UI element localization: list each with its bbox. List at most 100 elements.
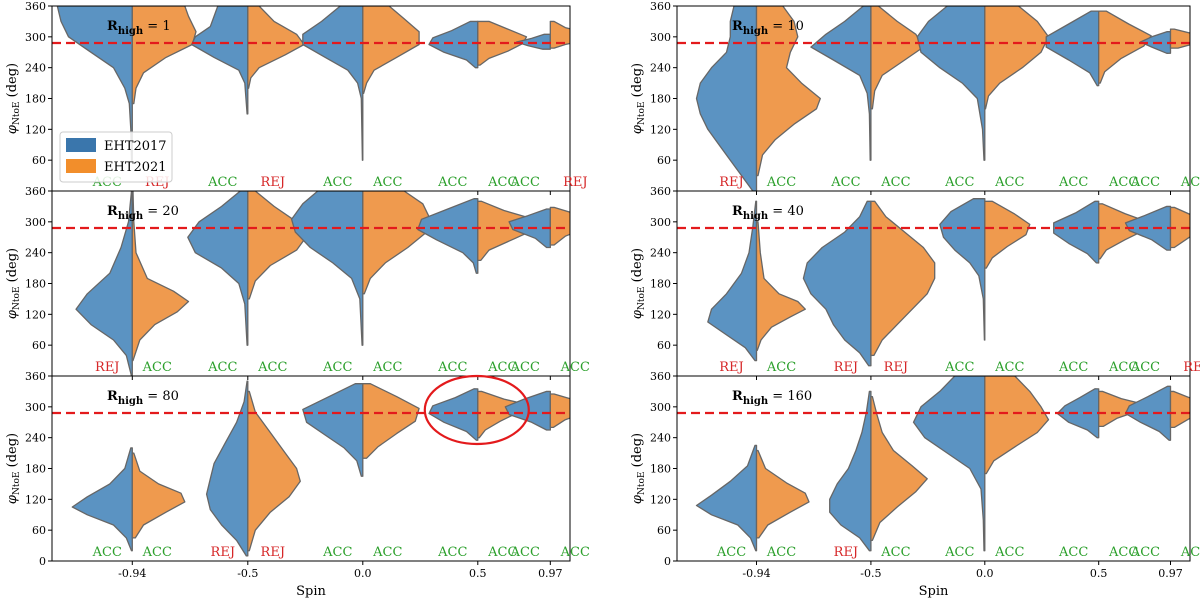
y-axis-symbol: φ bbox=[5, 494, 20, 504]
rhigh-label: Rhigh = 80 bbox=[107, 389, 179, 407]
y-tick-label: 300 bbox=[650, 31, 671, 44]
verdict-0.0-eht2021: ACC bbox=[372, 545, 402, 560]
y-tick-label: 180 bbox=[650, 278, 671, 291]
y-axis-subscript: NtoE bbox=[637, 102, 647, 125]
verdict-0.5-eht2021: ACC bbox=[487, 360, 517, 375]
y-axis-subscript: NtoE bbox=[12, 287, 22, 310]
violin-0.0-eht2021 bbox=[984, 200, 1031, 269]
verdict-0.5-eht2021: ACC bbox=[1108, 175, 1138, 190]
panel-plot-area bbox=[52, 380, 570, 557]
violin-0.97-eht2017 bbox=[1124, 205, 1172, 251]
violin-0.97-eht2021 bbox=[1169, 206, 1190, 249]
verdict-0.97-eht2017: ACC bbox=[1130, 175, 1160, 190]
panel-plot-area bbox=[52, 191, 570, 376]
y-axis-label: φNtoE (deg) bbox=[5, 248, 22, 319]
violin-0.97-eht2021 bbox=[549, 206, 570, 246]
verdict-0.0-eht2021: ACC bbox=[372, 175, 402, 190]
rhigh-value: = 40 bbox=[768, 204, 804, 219]
rhigh-subscript: high bbox=[118, 211, 144, 222]
verdict-0.97-eht2017: ACC bbox=[1130, 360, 1160, 375]
verdict-0.5-eht2021: ACC bbox=[487, 545, 517, 560]
y-tick-label: 120 bbox=[25, 308, 46, 321]
rhigh-symbol: R bbox=[732, 19, 743, 34]
violin-0.5-eht2017 bbox=[1053, 200, 1100, 264]
violin-0.5-eht2017 bbox=[1056, 388, 1100, 439]
violin-0.0-eht2017 bbox=[302, 383, 364, 477]
y-axis-symbol: φ bbox=[630, 124, 645, 134]
y-axis-unit: (deg) bbox=[5, 63, 20, 102]
rhigh-value: = 10 bbox=[768, 19, 804, 34]
y-tick-label: 60 bbox=[657, 524, 671, 537]
y-axis-label: φNtoE (deg) bbox=[630, 433, 647, 504]
y-tick-label: 360 bbox=[25, 0, 46, 13]
violin--0.5-eht2021 bbox=[870, 6, 925, 110]
verdict--0.94-eht2021: ACC bbox=[142, 360, 172, 375]
verdict--0.94-eht2021: ACC bbox=[766, 175, 796, 190]
verdict--0.94-eht2017: REJ bbox=[719, 175, 744, 190]
y-axis-subscript: NtoE bbox=[12, 472, 22, 495]
y-tick-label: 120 bbox=[650, 493, 671, 506]
panel-1: 60120180240300360ACCREJACCREJACCACCACCAC… bbox=[5, 0, 588, 195]
y-tick-label: 240 bbox=[25, 432, 46, 445]
rhigh-subscript: high bbox=[743, 26, 769, 37]
violin--0.5-eht2021 bbox=[247, 6, 305, 89]
legend-label-eht2021: EHT2021 bbox=[104, 160, 167, 175]
y-tick-label: 60 bbox=[657, 339, 671, 352]
verdict--0.5-eht2017: REJ bbox=[211, 545, 236, 560]
verdict-0.97-eht2017: ACC bbox=[510, 545, 540, 560]
y-tick-label: 300 bbox=[650, 216, 671, 229]
y-tick-label: 180 bbox=[25, 278, 46, 291]
verdict-0.5-eht2021: ACC bbox=[1108, 360, 1138, 375]
verdict-0.0-eht2021: ACC bbox=[994, 175, 1024, 190]
violin-0.0-eht2021 bbox=[362, 191, 431, 295]
violin--0.94-eht2021 bbox=[131, 6, 197, 105]
panel-plot-area bbox=[677, 198, 1190, 367]
violin--0.5-eht2017 bbox=[802, 200, 872, 367]
verdict-0.0-eht2021: ACC bbox=[994, 545, 1024, 560]
verdict-0.97-eht2021: ACC bbox=[1180, 175, 1200, 190]
rhigh-symbol: R bbox=[107, 204, 118, 219]
panel-plot-area bbox=[677, 376, 1190, 552]
verdict-0.5-eht2021: ACC bbox=[1108, 545, 1138, 560]
x-tick-label: 0.0 bbox=[976, 567, 994, 580]
violin-0.97-eht2021 bbox=[549, 20, 570, 49]
y-tick-label: 180 bbox=[650, 93, 671, 106]
y-tick-label: 0 bbox=[664, 555, 671, 568]
violin--0.94-eht2021 bbox=[131, 452, 186, 539]
verdict--0.5-eht2021: REJ bbox=[261, 175, 286, 190]
y-axis-symbol: φ bbox=[630, 309, 645, 319]
y-axis-unit: (deg) bbox=[5, 433, 20, 472]
violin--0.94-eht2021 bbox=[131, 191, 190, 362]
y-axis-unit: (deg) bbox=[630, 433, 645, 472]
verdict-0.97-eht2021: ACC bbox=[560, 545, 590, 560]
y-tick-label: 240 bbox=[25, 62, 46, 75]
y-tick-label: 120 bbox=[650, 123, 671, 136]
verdict--0.5-eht2017: REJ bbox=[834, 545, 859, 560]
x-tick-label: -0.5 bbox=[860, 567, 881, 580]
y-tick-label: 240 bbox=[650, 432, 671, 445]
verdict-0.97-eht2017: ACC bbox=[1130, 545, 1160, 560]
rhigh-subscript: high bbox=[743, 211, 769, 222]
verdict--0.5-eht2017: ACC bbox=[207, 175, 237, 190]
violin-0.5-eht2021 bbox=[1098, 10, 1152, 84]
verdict-0.0-eht2017: ACC bbox=[944, 175, 974, 190]
highlight-ellipse bbox=[423, 374, 530, 446]
y-axis-label: φNtoE (deg) bbox=[630, 248, 647, 319]
y-tick-label: 0 bbox=[39, 555, 46, 568]
x-tick-label: 0.97 bbox=[538, 567, 563, 580]
violin--0.94-eht2017 bbox=[695, 444, 758, 552]
y-axis-subscript: NtoE bbox=[637, 287, 647, 310]
violin--0.94-eht2021 bbox=[755, 221, 806, 351]
rhigh-label: Rhigh = 20 bbox=[107, 204, 179, 222]
panel-plot-area bbox=[52, 6, 570, 161]
verdict-0.97-eht2021: ACC bbox=[560, 360, 590, 375]
y-axis-unit: (deg) bbox=[630, 248, 645, 287]
verdict--0.94-eht2017: REJ bbox=[719, 360, 744, 375]
rhigh-symbol: R bbox=[107, 19, 118, 34]
violin--0.94-eht2017 bbox=[707, 200, 758, 362]
verdict--0.5-eht2021: ACC bbox=[257, 360, 287, 375]
y-tick-label: 180 bbox=[650, 463, 671, 476]
y-axis-subscript: NtoE bbox=[637, 472, 647, 495]
y-axis-symbol: φ bbox=[5, 309, 20, 319]
panel-plot-area bbox=[677, 6, 1190, 191]
